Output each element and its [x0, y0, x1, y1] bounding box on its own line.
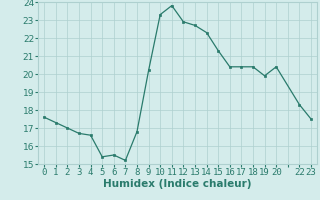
X-axis label: Humidex (Indice chaleur): Humidex (Indice chaleur) [103, 179, 252, 189]
